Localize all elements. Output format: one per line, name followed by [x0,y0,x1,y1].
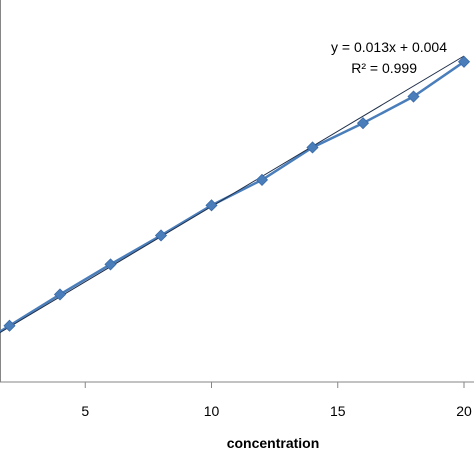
series-layer [0,60,465,334]
x-tick-label: 20 [456,403,472,419]
axes [0,0,474,383]
data-point [457,55,471,68]
x-ticks: 5 10 15 20 [81,382,472,419]
data-point [205,199,218,212]
series-line [0,60,465,334]
x-tick-label: 10 [204,403,220,419]
trendline-layer [0,55,465,334]
data-point [53,288,67,301]
data-point [3,319,16,332]
data-point [104,258,117,271]
markers [3,55,471,332]
x-axis-title: concentration [227,435,320,451]
r-squared-label: R² = 0.999 [351,60,417,76]
data-point [154,229,168,242]
data-point [306,141,319,154]
data-point [255,173,269,186]
data-point [356,117,370,130]
x-tick-label: 5 [81,403,89,419]
x-tick-label: 15 [330,403,346,419]
trendline-equation: y = 0.013x + 0.004 [331,39,447,55]
data-point [407,90,420,103]
linear-trendline [0,55,465,334]
